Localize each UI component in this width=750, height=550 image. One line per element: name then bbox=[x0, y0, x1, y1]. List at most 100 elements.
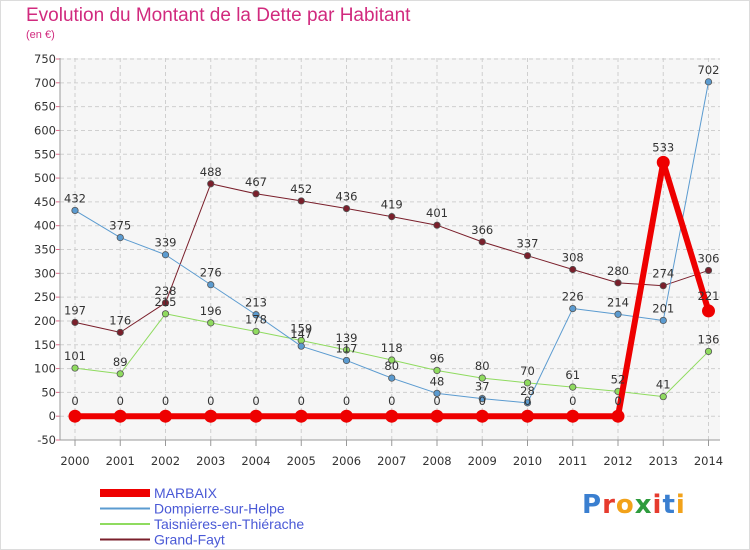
y-tick: 150 bbox=[34, 338, 60, 352]
y-tick: 300 bbox=[34, 266, 60, 280]
data-point bbox=[252, 190, 260, 198]
x-tick-label: 2002 bbox=[151, 454, 180, 468]
data-point bbox=[71, 318, 79, 326]
data-point bbox=[430, 409, 444, 423]
logo-letter: x bbox=[634, 490, 653, 520]
y-tick-label: 550 bbox=[34, 147, 56, 161]
legend-label: MARBAIX bbox=[154, 485, 218, 501]
data-point bbox=[297, 197, 305, 205]
x-tick-label: 2011 bbox=[558, 454, 587, 468]
data-label: 214 bbox=[607, 295, 629, 309]
data-point bbox=[294, 409, 308, 423]
data-label: 366 bbox=[471, 223, 493, 237]
data-point bbox=[659, 316, 667, 325]
y-tick: 550 bbox=[34, 147, 60, 161]
data-label: 238 bbox=[155, 284, 177, 298]
data-point bbox=[704, 347, 713, 356]
y-tick: 250 bbox=[34, 290, 60, 304]
data-label: 89 bbox=[113, 355, 128, 369]
data-point bbox=[704, 78, 713, 86]
data-point bbox=[249, 409, 263, 423]
y-tick-label: 150 bbox=[34, 338, 56, 352]
data-label: 276 bbox=[200, 266, 222, 280]
data-label: 702 bbox=[698, 63, 720, 77]
data-point bbox=[161, 310, 170, 318]
data-label: 61 bbox=[565, 368, 580, 382]
y-tick: 650 bbox=[34, 100, 60, 114]
series-layer bbox=[68, 78, 715, 423]
data-point bbox=[116, 233, 124, 242]
data-point bbox=[433, 389, 441, 397]
x-tick: 2012 bbox=[603, 440, 633, 468]
data-point bbox=[569, 383, 577, 391]
x-tick: 2009 bbox=[468, 440, 497, 468]
x-tick-label: 2004 bbox=[241, 454, 270, 468]
x-tick: 2001 bbox=[106, 440, 135, 468]
data-point bbox=[702, 304, 715, 318]
data-label: 197 bbox=[64, 303, 86, 317]
legend-label: Dompierre-sur-Helpe bbox=[154, 501, 285, 517]
logo-letter: t bbox=[662, 490, 676, 520]
data-label: 118 bbox=[381, 341, 403, 355]
y-tick: 700 bbox=[34, 76, 60, 90]
x-tick: 2007 bbox=[377, 440, 406, 468]
data-label: 533 bbox=[652, 140, 674, 154]
x-tick: 2006 bbox=[332, 440, 361, 468]
y-tick: 200 bbox=[34, 314, 60, 328]
data-label: 0 bbox=[162, 394, 169, 408]
data-label: 280 bbox=[607, 264, 629, 278]
x-tick: 2005 bbox=[287, 440, 316, 468]
data-label: 0 bbox=[298, 394, 305, 408]
y-tick: 600 bbox=[34, 123, 60, 137]
data-point bbox=[207, 319, 215, 327]
x-tick: 2004 bbox=[241, 440, 271, 468]
series-marbaix bbox=[68, 155, 715, 423]
data-label: 80 bbox=[384, 359, 399, 373]
legend-label: Taisnières-en-Thiérache bbox=[154, 516, 304, 532]
data-point bbox=[569, 265, 577, 274]
x-tick-label: 2003 bbox=[196, 454, 225, 468]
y-tick-label: 0 bbox=[49, 409, 56, 423]
data-point bbox=[521, 409, 534, 423]
y-tick: 500 bbox=[34, 171, 60, 185]
data-point bbox=[161, 299, 170, 307]
y-tick-label: 200 bbox=[34, 314, 56, 328]
x-tick: 2010 bbox=[513, 440, 542, 468]
data-point bbox=[68, 409, 82, 423]
data-label: 226 bbox=[562, 290, 584, 304]
data-point bbox=[656, 155, 670, 169]
y-tick-label: 400 bbox=[34, 219, 56, 233]
data-label: 176 bbox=[109, 313, 131, 327]
data-point bbox=[433, 221, 441, 229]
y-tick: 100 bbox=[34, 362, 60, 376]
series-dompierre-sur-helpe bbox=[71, 78, 713, 407]
data-point bbox=[342, 204, 351, 213]
y-tick-label: 700 bbox=[34, 76, 56, 90]
chart-title: Evolution du Montant de la Dette par Hab… bbox=[26, 5, 411, 26]
data-label: 0 bbox=[388, 394, 395, 408]
data-point bbox=[340, 409, 353, 423]
legend-item: MARBAIX bbox=[100, 485, 218, 501]
data-point bbox=[342, 356, 351, 365]
x-tick: 2000 bbox=[60, 440, 90, 468]
y-tick: 750 bbox=[34, 52, 60, 66]
data-label: 452 bbox=[290, 182, 312, 196]
data-point bbox=[252, 311, 260, 319]
data-point bbox=[116, 328, 124, 336]
y-tick-label: 50 bbox=[41, 385, 56, 399]
x-tick: 2011 bbox=[558, 440, 587, 468]
data-point bbox=[116, 370, 124, 378]
x-tick-label: 2013 bbox=[649, 454, 678, 468]
data-label: 215 bbox=[155, 295, 177, 309]
x-tick: 2013 bbox=[649, 440, 678, 468]
data-point bbox=[388, 374, 396, 382]
data-point bbox=[614, 310, 622, 318]
y-tick-label: 600 bbox=[34, 123, 56, 137]
legend: MARBAIXDompierre-sur-HelpeTaisnières-en-… bbox=[100, 485, 304, 548]
data-point bbox=[569, 304, 577, 313]
y-tick-label: 250 bbox=[34, 290, 56, 304]
y-tick: -50 bbox=[37, 433, 60, 447]
x-tick-label: 2012 bbox=[603, 454, 632, 468]
